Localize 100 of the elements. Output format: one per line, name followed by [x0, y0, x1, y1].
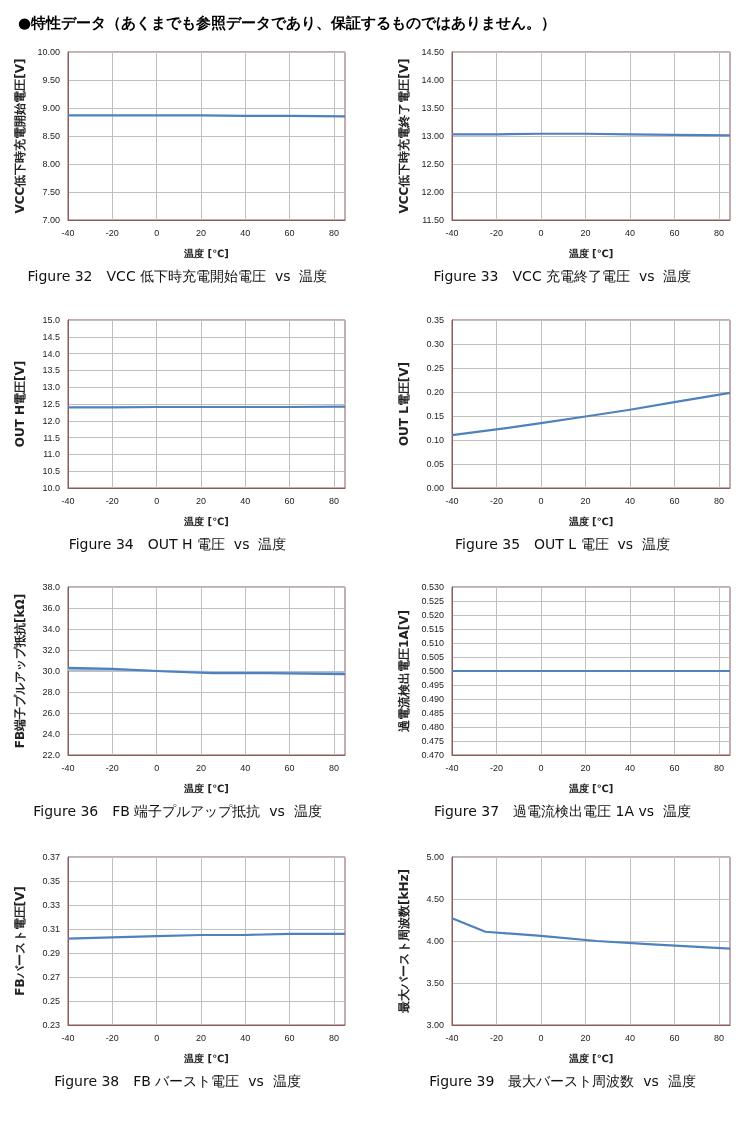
y-tick-label: 36.0	[42, 603, 60, 613]
y-tick-label: 13.50	[421, 103, 444, 113]
y-tick-label: 0.25	[42, 996, 60, 1006]
x-tick-label: 40	[624, 227, 635, 238]
x-tick-label: 40	[624, 762, 635, 773]
x-tick-label: 60	[284, 762, 295, 773]
y-tick-label: 0.10	[426, 435, 444, 445]
y-tick-label: 0.520	[421, 610, 444, 620]
x-tick-label: 60	[669, 495, 680, 506]
line-series	[450, 917, 732, 950]
y-tick-label: 34.0	[42, 624, 60, 634]
y-tick-label: 0.23	[42, 1020, 60, 1030]
y-tick-label: 3.00	[426, 1020, 444, 1030]
x-tick-label: 40	[240, 495, 251, 506]
x-axis-title: 温度 [℃]	[567, 515, 614, 527]
y-tick-label: 0.15	[426, 411, 444, 421]
y-tick-label: 0.495	[421, 680, 444, 690]
y-tick-label: 0.29	[42, 948, 60, 958]
x-tick-label: 20	[195, 227, 206, 238]
x-tick-label: 0	[538, 495, 544, 506]
y-tick-label: 0.530	[421, 582, 444, 592]
x-tick-label: 20	[580, 1032, 591, 1043]
x-tick-label: 60	[284, 1032, 295, 1043]
x-tick-label: 40	[624, 495, 635, 506]
x-tick-label: -20	[105, 227, 119, 238]
x-tick-label: -20	[489, 762, 503, 773]
y-tick-label: 14.00	[421, 75, 444, 85]
x-tick-label: 20	[580, 495, 591, 506]
y-tick-label: 0.525	[421, 596, 444, 606]
y-tick-label: 14.5	[42, 331, 60, 342]
x-tick-label: 80	[328, 227, 339, 238]
y-axis-title: VCC低下時充電終了電圧[V]	[397, 58, 411, 214]
y-tick-label: 13.5	[42, 365, 60, 376]
y-tick-label: 9.50	[42, 75, 60, 85]
x-tick-label: 80	[328, 495, 339, 506]
y-tick-label: 0.500	[421, 666, 444, 676]
text: Figure 32 VCC 低下時充電開始電圧 vs 温度	[27, 268, 328, 284]
y-tick-label: 8.50	[42, 131, 60, 141]
x-tick-label: -20	[105, 495, 119, 506]
y-axis-title: OUT L電圧[V]	[397, 361, 411, 447]
y-axis-title: 最大バースト周波数[kHz]	[397, 869, 411, 1014]
x-axis-title: 温度 [℃]	[567, 1052, 614, 1064]
x-tick-label: 20	[195, 1032, 206, 1043]
y-tick-label: 0.25	[426, 363, 444, 373]
x-axis-title: 温度 [℃]	[183, 782, 229, 794]
x-tick-label: -40	[445, 1032, 459, 1043]
y-tick-label: 0.31	[42, 924, 60, 934]
y-axis-title: FBバースト電圧[V]	[13, 886, 27, 996]
x-tick-label: 80	[713, 495, 724, 506]
x-tick-label: 0	[154, 227, 160, 238]
x-axis-title: 温度 [℃]	[183, 515, 229, 527]
y-tick-label: 11.0	[43, 449, 60, 460]
x-tick-label: 20	[580, 227, 591, 238]
y-tick-label: 0.37	[42, 852, 60, 862]
text: Figure 37 過電流検出電圧 1A vs 温度	[434, 803, 691, 819]
x-tick-label: 60	[669, 762, 680, 773]
x-tick-label: 20	[195, 495, 206, 506]
x-tick-label: 0	[538, 762, 544, 773]
x-tick-label: -20	[489, 495, 503, 506]
x-tick-label: 60	[284, 227, 295, 238]
y-tick-label: 12.50	[421, 159, 444, 169]
y-tick-label: 7.00	[42, 215, 60, 225]
y-tick-label: 0.475	[421, 736, 444, 746]
x-tick-label: 60	[669, 1032, 680, 1043]
x-tick-label: -40	[445, 762, 459, 773]
x-tick-label: 40	[240, 227, 251, 238]
y-tick-label: 10.5	[42, 466, 60, 477]
y-tick-label: 0.00	[426, 483, 444, 493]
y-tick-label: 24.0	[42, 729, 60, 739]
y-tick-label: 15.0	[42, 315, 60, 325]
y-tick-label: 4.50	[426, 894, 444, 904]
y-tick-label: 0.490	[421, 694, 444, 704]
y-tick-label: 3.50	[426, 978, 444, 988]
x-tick-label: -40	[61, 495, 75, 506]
text: Figure 33 VCC 充電終了電圧 vs 温度	[433, 268, 692, 284]
y-tick-label: 13.0	[42, 382, 60, 393]
x-tick-label: 80	[328, 1032, 339, 1043]
text: ●特性データ（あくまでも参照データであり、保証するものではありません。）	[18, 14, 557, 33]
x-tick-label: 40	[240, 1032, 251, 1043]
y-tick-label: 9.00	[42, 103, 60, 113]
y-tick-label: 0.05	[426, 459, 444, 469]
x-axis-title: 温度 [℃]	[567, 247, 614, 259]
y-tick-label: 12.0	[42, 415, 60, 426]
y-tick-label: 14.50	[421, 47, 444, 57]
y-tick-label: 11.5	[43, 432, 60, 443]
x-tick-label: 20	[195, 762, 206, 773]
x-tick-label: 80	[328, 762, 339, 773]
y-tick-label: 26.0	[42, 708, 60, 718]
y-axis-title: VCC低下時充電開始電圧[V]	[13, 58, 27, 214]
y-tick-label: 11.50	[422, 215, 444, 225]
y-tick-label: 4.00	[426, 936, 444, 946]
x-tick-label: 0	[154, 1032, 160, 1043]
x-tick-label: 0	[538, 1032, 544, 1043]
y-tick-label: 0.505	[421, 652, 444, 662]
text: Figure 36 FB 端子プルアップ抵抗 vs 温度	[33, 803, 322, 819]
y-tick-label: 0.485	[421, 708, 444, 718]
x-tick-label: 80	[713, 1032, 724, 1043]
y-tick-label: 13.00	[421, 131, 444, 141]
text: Figure 38 FB バースト電圧 vs 温度	[54, 1073, 301, 1089]
y-tick-label: 10.0	[42, 483, 60, 493]
